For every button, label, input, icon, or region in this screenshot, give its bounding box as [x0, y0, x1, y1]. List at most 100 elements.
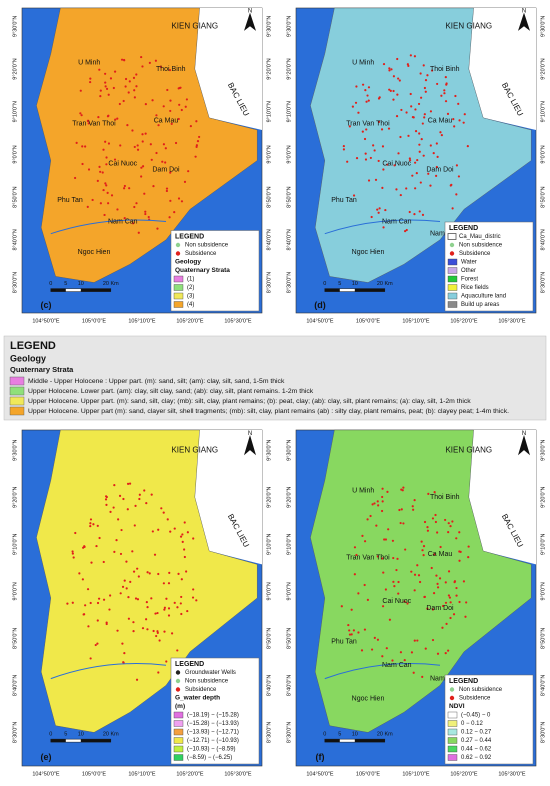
subsidence-point	[107, 142, 111, 145]
scale-label: 0	[49, 281, 52, 287]
north-label: N	[522, 9, 526, 15]
subsidence-point	[165, 189, 168, 193]
subsidence-point	[112, 86, 115, 90]
legend-swatch	[173, 745, 184, 753]
subsidence-point	[416, 564, 419, 567]
subsidence-point	[141, 133, 144, 136]
place-label: Thoi Binh	[156, 66, 186, 73]
lat-label: 9°0'0"N	[266, 145, 272, 163]
subsidence-point	[453, 580, 457, 583]
subsidence-point	[174, 141, 178, 145]
subsidence-point	[110, 194, 114, 197]
panel-label: (e)	[41, 752, 52, 762]
subsidence-point	[84, 604, 87, 607]
place-label: Thoi Binh	[430, 66, 460, 73]
subsidence-point	[354, 101, 358, 104]
legend-box	[170, 657, 260, 765]
subsidence-point	[105, 503, 108, 506]
legend-label: Groundwater Wells	[185, 670, 236, 676]
legend-label: 0 − 0.12	[461, 721, 484, 727]
subsidence-point	[364, 158, 368, 161]
subsidence-point	[136, 598, 140, 601]
legend-heading: G_water depth	[175, 695, 220, 702]
subsidence-point	[157, 671, 160, 674]
subsidence-point	[449, 601, 452, 604]
lat-label: 9°20'0"N	[266, 58, 272, 79]
subsidence-point	[89, 657, 92, 660]
subsidence-point	[121, 585, 125, 588]
subsidence-point	[180, 200, 184, 203]
legend-swatch	[173, 284, 184, 291]
subsidence-point	[377, 504, 380, 507]
panel-label: (f)	[316, 752, 325, 762]
subsidence-point	[106, 191, 109, 194]
lon-label: 105°30'0"E	[498, 771, 526, 777]
subsidence-point	[145, 601, 148, 604]
subsidence-point	[98, 536, 101, 540]
lat-label: 9°10'0"N	[12, 534, 18, 555]
subsidence-point	[444, 652, 447, 655]
subsidence-point	[342, 148, 346, 151]
subsidence-point	[427, 172, 430, 175]
subsidence-point	[80, 114, 83, 117]
subsidence-point	[113, 550, 116, 553]
subsidence-point	[447, 649, 450, 652]
subsidence-point	[89, 518, 93, 521]
legend-swatch	[447, 301, 458, 308]
subsidence-point	[169, 199, 172, 202]
legend-label: Water	[461, 260, 477, 266]
subsidence-point	[180, 612, 183, 616]
scale-label: 10	[78, 281, 84, 287]
subsidence-point	[164, 161, 167, 164]
subsidence-point	[112, 506, 115, 509]
subsidence-point	[144, 212, 147, 216]
subsidence-point	[466, 144, 469, 148]
legend-label: Subsidence	[185, 251, 217, 257]
subsidence-point	[126, 124, 129, 127]
lon-label: 105°20'0"E	[450, 771, 478, 777]
place-label: Dam Doi	[426, 605, 454, 612]
geology-legend-box	[3, 335, 547, 421]
subsidence-point	[162, 511, 165, 514]
subsidence-point	[436, 586, 440, 589]
subsidence-point	[156, 611, 159, 615]
river	[50, 219, 167, 235]
subsidence-point	[384, 208, 387, 212]
subsidence-point	[138, 493, 141, 496]
subsidence-point	[136, 144, 139, 147]
subsidence-point	[79, 89, 82, 92]
lon-label: 105°0'0"E	[82, 318, 106, 324]
legend-label: (4)	[187, 302, 194, 308]
subsidence-point	[78, 572, 81, 575]
scale-label: 5	[338, 281, 341, 287]
subsidence-point	[183, 521, 186, 524]
place-label: U Minh	[352, 60, 374, 67]
subsidence-point	[124, 85, 127, 88]
subsidence-point	[395, 568, 398, 572]
subsidence-point	[431, 69, 434, 72]
subsidence-point	[400, 108, 403, 112]
lat-label: 9°10'0"N	[540, 534, 546, 555]
subsidence-point	[107, 93, 110, 96]
subsidence-point	[435, 174, 438, 178]
subsidence-point	[436, 82, 439, 86]
subsidence-point	[409, 159, 412, 162]
subsidence-point	[167, 607, 171, 610]
subsidence-point	[156, 227, 159, 230]
subsidence-point	[352, 194, 356, 197]
subsidence-point	[166, 88, 169, 92]
subsidence-point	[114, 118, 117, 121]
subsidence-point	[194, 155, 197, 158]
subsidence-point	[135, 202, 138, 205]
subsidence-point	[436, 582, 439, 585]
subsidence-point	[195, 599, 198, 602]
subsidence-point	[381, 495, 384, 499]
lat-label: 9°20'0"N	[286, 486, 292, 507]
subsidence-point	[423, 595, 426, 599]
subsidence-point	[135, 73, 138, 76]
subsidence-point	[131, 129, 134, 132]
subsidence-point	[381, 186, 384, 189]
lat-label: 8°30'0"N	[266, 272, 272, 293]
subsidence-point	[195, 145, 198, 148]
north-arrow	[244, 12, 256, 31]
